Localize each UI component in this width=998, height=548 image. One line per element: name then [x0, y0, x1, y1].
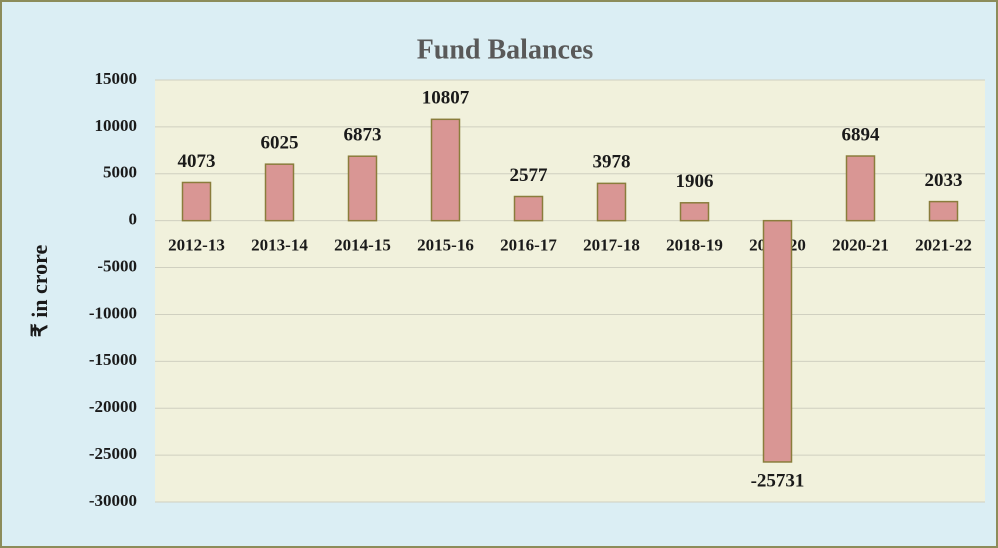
- y-tick-label: -25000: [89, 444, 137, 463]
- data-label: 1906: [676, 171, 714, 192]
- bar: [596, 182, 627, 222]
- data-label: -25731: [751, 470, 805, 491]
- y-tick-label: 0: [129, 210, 138, 229]
- data-label: 2033: [925, 170, 963, 191]
- bar: [762, 219, 793, 463]
- bar: [513, 195, 544, 222]
- bar: [430, 118, 461, 222]
- y-tick-label: -30000: [89, 491, 137, 510]
- y-axis-label: ₹ in crore: [27, 244, 52, 337]
- bar: [347, 155, 378, 222]
- y-tick-label: 10000: [95, 116, 138, 135]
- data-label: 6025: [261, 133, 299, 154]
- x-tick-label: 2012-13: [168, 236, 225, 255]
- x-tick-label: 2014-15: [334, 236, 391, 255]
- x-tick-label: 2018-19: [666, 236, 723, 255]
- y-tick-label: 5000: [103, 163, 137, 182]
- data-label: 2577: [510, 165, 549, 186]
- bar: [264, 163, 295, 222]
- data-label: 10807: [422, 88, 470, 109]
- data-label: 4073: [178, 151, 216, 172]
- y-tick-label: -20000: [89, 397, 137, 416]
- x-tick-label: 2016-17: [500, 236, 557, 255]
- y-tick-label: 15000: [95, 69, 138, 88]
- data-label: 6873: [344, 125, 382, 146]
- bar: [679, 202, 710, 222]
- y-tick-label: -15000: [89, 350, 137, 369]
- y-tick-label: -5000: [97, 256, 137, 275]
- bar: [181, 181, 212, 222]
- x-tick-label: 2020-21: [832, 236, 889, 255]
- x-tick-label: 2015-16: [417, 236, 474, 255]
- x-tick-label: 2017-18: [583, 236, 640, 255]
- data-label: 6894: [842, 124, 881, 145]
- y-tick-label: -10000: [89, 303, 137, 322]
- chart-title: Fund Balances: [417, 34, 594, 65]
- x-tick-label: 2021-22: [915, 236, 972, 255]
- data-label: 3978: [593, 152, 631, 173]
- bar: [928, 200, 959, 222]
- plot-area: [155, 80, 985, 502]
- x-tick-label: 2013-14: [251, 236, 308, 255]
- bar: [845, 155, 876, 222]
